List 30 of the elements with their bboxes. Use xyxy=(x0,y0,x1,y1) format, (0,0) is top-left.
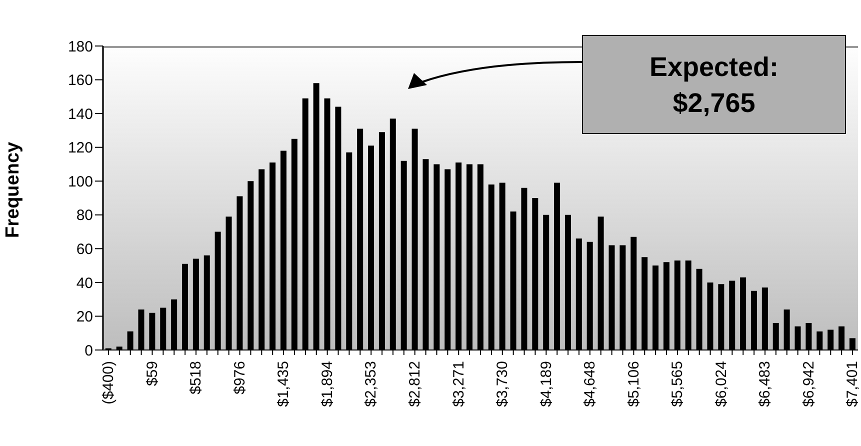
x-tick-label: $4,648 xyxy=(582,361,599,407)
y-tick-label: 40 xyxy=(76,274,93,292)
x-tick-label: $3,730 xyxy=(494,361,512,407)
y-tick-label: 80 xyxy=(76,207,93,224)
x-tick-label: $6,024 xyxy=(712,361,730,407)
x-tick-label: $6,942 xyxy=(800,361,818,407)
x-tick-label: $5,565 xyxy=(669,361,686,407)
y-tick-label: 160 xyxy=(68,72,93,90)
x-tick-label: $518 xyxy=(188,361,205,394)
x-tick-label: $5,106 xyxy=(625,361,642,407)
y-axis-title: Frequency xyxy=(2,141,24,238)
x-tick-label: $2,353 xyxy=(362,361,380,407)
x-tick-label: $976 xyxy=(231,361,248,394)
y-tick-label: 140 xyxy=(68,106,93,123)
x-tick-label: $59 xyxy=(144,361,161,386)
y-tick-label: 120 xyxy=(68,140,93,157)
x-tick-label: $3,271 xyxy=(450,361,468,407)
y-tick-label: 180 xyxy=(68,38,93,56)
x-tick-label: $1,894 xyxy=(318,361,336,407)
x-tick-label: $1,435 xyxy=(275,361,292,407)
y-tick-label: 60 xyxy=(76,240,93,258)
x-tick-label: ($400) xyxy=(100,360,118,404)
x-tick-label: $2,812 xyxy=(406,361,424,407)
x-tick-label: $6,483 xyxy=(756,361,774,407)
y-tick-label: 20 xyxy=(76,308,93,326)
y-tick-label: 100 xyxy=(68,173,93,190)
x-tick-label: $7,401 xyxy=(844,361,861,407)
callout-box: Expected: $2,765 xyxy=(582,35,846,134)
y-tick-label: 0 xyxy=(84,342,93,360)
x-tick-label: $4,189 xyxy=(538,361,555,407)
